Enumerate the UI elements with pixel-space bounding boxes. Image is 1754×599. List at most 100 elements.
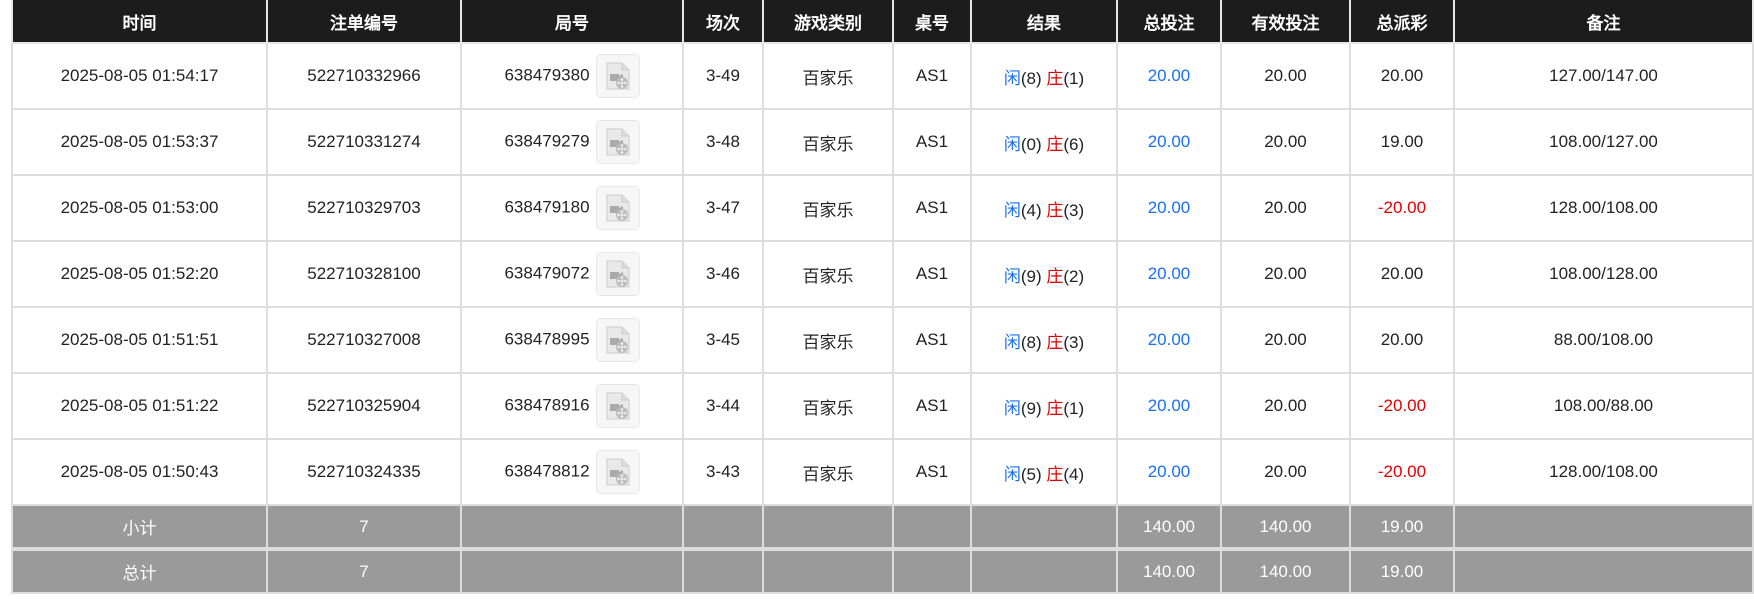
cell-time: 2025-08-05 01:53:37 <box>11 108 268 176</box>
subtotal-valid-bet: 140.00 <box>1220 504 1351 550</box>
player-score: (5) <box>1020 464 1042 484</box>
header-game-type: 游戏类别 <box>762 0 894 44</box>
table-row: 2025-08-05 01:53:00 522710329703 6384791… <box>11 174 1754 242</box>
banker-score: (1) <box>1063 398 1085 418</box>
cell-round: 638479380 <box>460 42 684 110</box>
cell-table-no: AS1 <box>892 240 972 308</box>
player-label: 闲 <box>1003 68 1021 88</box>
cell-payout: 20.00 <box>1349 42 1455 110</box>
cell-bet-id: 522710324335 <box>266 438 462 506</box>
total-label: 总计 <box>11 547 268 594</box>
player-label: 闲 <box>1003 200 1021 220</box>
table-row: 2025-08-05 01:54:17 522710332966 6384793… <box>11 42 1754 110</box>
player-score: (9) <box>1020 266 1042 286</box>
player-score: (9) <box>1020 398 1042 418</box>
cell-time: 2025-08-05 01:54:17 <box>11 42 268 110</box>
round-number: 638478916 <box>504 395 590 415</box>
cell-table-no: AS1 <box>892 42 972 110</box>
cell-session: 3-49 <box>682 42 764 110</box>
cell-payout: -20.00 <box>1349 372 1455 440</box>
cell-bet-id: 522710327008 <box>266 306 462 374</box>
cell-note: 108.00/127.00 <box>1453 108 1754 176</box>
cell-time: 2025-08-05 01:53:00 <box>11 174 268 242</box>
round-number: 638479072 <box>504 263 590 283</box>
cell-result: 闲(8) 庄(1) <box>970 42 1118 110</box>
subtotal-row: 小计 7 140.00 140.00 19.00 <box>11 504 1754 550</box>
player-label: 闲 <box>1003 134 1021 154</box>
cell-session: 3-43 <box>682 438 764 506</box>
cell-table-no: AS1 <box>892 438 972 506</box>
cell-game-type: 百家乐 <box>762 42 894 110</box>
player-label: 闲 <box>1003 332 1021 352</box>
cell-session: 3-46 <box>682 240 764 308</box>
video-file-icon[interactable] <box>595 186 640 230</box>
subtotal-payout: 19.00 <box>1349 504 1455 550</box>
video-file-icon[interactable] <box>595 384 640 428</box>
cell-total-bet: 20.00 <box>1116 306 1222 374</box>
cell-table-no: AS1 <box>892 174 972 242</box>
banker-score: (2) <box>1063 266 1085 286</box>
subtotal-total-bet: 140.00 <box>1116 504 1222 550</box>
header-note: 备注 <box>1453 0 1754 44</box>
cell-table-no: AS1 <box>892 372 972 440</box>
round-number: 638478812 <box>504 461 590 481</box>
banker-score: (3) <box>1063 200 1085 220</box>
total-row: 总计 7 140.00 140.00 19.00 <box>11 547 1754 594</box>
banker-label: 庄 <box>1046 266 1064 286</box>
cell-result: 闲(9) 庄(1) <box>970 372 1118 440</box>
player-score: (8) <box>1020 332 1042 352</box>
cell-table-no: AS1 <box>892 108 972 176</box>
cell-total-bet: 20.00 <box>1116 108 1222 176</box>
cell-round: 638479279 <box>460 108 684 176</box>
banker-label: 庄 <box>1046 134 1064 154</box>
banker-label: 庄 <box>1046 68 1064 88</box>
header-total-bet: 总投注 <box>1116 0 1222 44</box>
cell-game-type: 百家乐 <box>762 306 894 374</box>
table-header: 时间 注单编号 局号 场次 游戏类别 桌号 结果 总投注 有效投注 总派彩 备注 <box>11 0 1754 44</box>
cell-result: 闲(9) 庄(2) <box>970 240 1118 308</box>
banker-label: 庄 <box>1046 332 1064 352</box>
cell-valid-bet: 20.00 <box>1220 306 1351 374</box>
cell-bet-id: 522710332966 <box>266 42 462 110</box>
cell-total-bet: 20.00 <box>1116 240 1222 308</box>
video-file-icon[interactable] <box>595 120 640 164</box>
header-result: 结果 <box>970 0 1118 44</box>
cell-valid-bet: 20.00 <box>1220 174 1351 242</box>
cell-time: 2025-08-05 01:51:22 <box>11 372 268 440</box>
table-row: 2025-08-05 01:51:22 522710325904 6384789… <box>11 372 1754 440</box>
header-bet-id: 注单编号 <box>266 0 462 44</box>
total-payout: 19.00 <box>1349 547 1455 594</box>
subtotal-label: 小计 <box>11 504 268 550</box>
header-payout: 总派彩 <box>1349 0 1455 44</box>
header-session: 场次 <box>682 0 764 44</box>
header-time: 时间 <box>11 0 268 44</box>
cell-round: 638479072 <box>460 240 684 308</box>
banker-label: 庄 <box>1046 200 1064 220</box>
cell-time: 2025-08-05 01:52:20 <box>11 240 268 308</box>
cell-session: 3-48 <box>682 108 764 176</box>
table-row: 2025-08-05 01:51:51 522710327008 6384789… <box>11 306 1754 374</box>
player-label: 闲 <box>1003 398 1021 418</box>
banker-label: 庄 <box>1046 464 1064 484</box>
subtotal-count: 7 <box>266 504 462 550</box>
video-file-icon[interactable] <box>595 54 640 98</box>
cell-result: 闲(8) 庄(3) <box>970 306 1118 374</box>
cell-total-bet: 20.00 <box>1116 438 1222 506</box>
cell-valid-bet: 20.00 <box>1220 438 1351 506</box>
cell-valid-bet: 20.00 <box>1220 108 1351 176</box>
total-count: 7 <box>266 547 462 594</box>
header-round: 局号 <box>460 0 684 44</box>
round-number: 638479180 <box>504 197 590 217</box>
cell-payout: 19.00 <box>1349 108 1455 176</box>
round-number: 638478995 <box>504 329 590 349</box>
bet-history-table: 时间 注单编号 局号 场次 游戏类别 桌号 结果 总投注 有效投注 总派彩 备注 2025-08-0… <box>11 0 1754 594</box>
video-file-icon[interactable] <box>595 252 640 296</box>
cell-game-type: 百家乐 <box>762 174 894 242</box>
banker-score: (4) <box>1063 464 1085 484</box>
cell-note: 127.00/147.00 <box>1453 42 1754 110</box>
cell-payout: 20.00 <box>1349 306 1455 374</box>
cell-round: 638478995 <box>460 306 684 374</box>
video-file-icon[interactable] <box>595 450 640 494</box>
cell-note: 128.00/108.00 <box>1453 438 1754 506</box>
video-file-icon[interactable] <box>595 318 640 362</box>
